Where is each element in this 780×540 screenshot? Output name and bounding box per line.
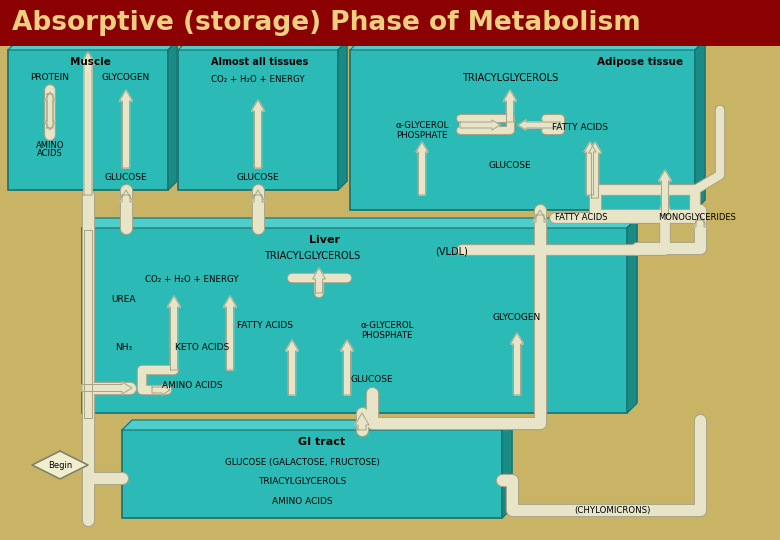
Text: ACIDS: ACIDS: [37, 150, 63, 159]
Text: Absorptive (storage) Phase of Metabolism: Absorptive (storage) Phase of Metabolism: [12, 10, 640, 36]
Polygon shape: [119, 190, 133, 202]
Text: PHOSPHATE: PHOSPHATE: [396, 131, 448, 139]
Polygon shape: [44, 92, 55, 128]
Text: α-GLYCEROL: α-GLYCEROL: [395, 120, 448, 130]
Text: UREA: UREA: [112, 295, 136, 305]
Polygon shape: [460, 120, 500, 130]
Bar: [178, 50, 338, 190]
Text: PROTEIN: PROTEIN: [30, 73, 69, 83]
Polygon shape: [178, 41, 347, 50]
Polygon shape: [584, 142, 596, 195]
Text: NH₃: NH₃: [115, 343, 133, 353]
Bar: [0, 0, 780, 46]
Text: GI tract: GI tract: [299, 437, 346, 447]
Polygon shape: [695, 40, 705, 210]
Text: GLUCOSE (GALACTOSE, FRUCTOSE): GLUCOSE (GALACTOSE, FRUCTOSE): [225, 457, 379, 467]
Text: Muscle: Muscle: [69, 57, 111, 67]
Text: GLYCOGEN: GLYCOGEN: [493, 314, 541, 322]
Polygon shape: [251, 190, 265, 202]
Text: Liver: Liver: [309, 235, 340, 245]
Polygon shape: [168, 41, 177, 190]
Text: FATTY ACIDS: FATTY ACIDS: [555, 213, 608, 222]
Polygon shape: [338, 41, 347, 190]
Polygon shape: [251, 100, 264, 168]
Polygon shape: [341, 340, 353, 395]
Text: KETO ACIDS: KETO ACIDS: [175, 343, 229, 353]
Text: GLUCOSE: GLUCOSE: [489, 161, 531, 171]
Text: MONOGLYCERIDES: MONOGLYCERIDES: [658, 213, 736, 222]
Text: (CHYLOMICRONS): (CHYLOMICRONS): [574, 505, 651, 515]
Text: FATTY ACIDS: FATTY ACIDS: [552, 124, 608, 132]
Bar: [8, 50, 168, 190]
Text: AMINO ACIDS: AMINO ACIDS: [161, 381, 222, 390]
Text: AMINO: AMINO: [36, 140, 64, 150]
Polygon shape: [588, 142, 601, 198]
Polygon shape: [504, 90, 516, 122]
Polygon shape: [32, 451, 88, 479]
Text: AMINO ACIDS: AMINO ACIDS: [271, 497, 332, 507]
Text: TRIACYLGLYCEROLS: TRIACYLGLYCEROLS: [258, 477, 346, 487]
Text: CO₂ + H₂O + ENERGY: CO₂ + H₂O + ENERGY: [211, 76, 305, 84]
Text: (VLDL): (VLDL): [435, 247, 469, 257]
Polygon shape: [502, 420, 512, 518]
Polygon shape: [81, 52, 95, 195]
Polygon shape: [533, 210, 547, 222]
Text: TRIACYLGLYCEROLS: TRIACYLGLYCEROLS: [462, 73, 558, 83]
Text: GLUCOSE: GLUCOSE: [236, 173, 279, 183]
Text: Begin: Begin: [48, 461, 72, 469]
Text: GLUCOSE: GLUCOSE: [105, 173, 147, 183]
Polygon shape: [224, 296, 236, 370]
Polygon shape: [350, 40, 705, 50]
Polygon shape: [84, 230, 92, 418]
Polygon shape: [510, 333, 523, 395]
Polygon shape: [693, 215, 707, 227]
Text: TRIACYLGLYCEROLS: TRIACYLGLYCEROLS: [264, 251, 360, 261]
Polygon shape: [627, 218, 637, 413]
Polygon shape: [518, 120, 560, 130]
Polygon shape: [82, 382, 132, 394]
Bar: [122, 430, 502, 518]
Text: GLYCOGEN: GLYCOGEN: [102, 73, 150, 83]
Text: Adipose tissue: Adipose tissue: [597, 57, 683, 67]
Polygon shape: [168, 296, 180, 370]
Polygon shape: [82, 218, 637, 228]
Polygon shape: [44, 94, 55, 130]
Polygon shape: [122, 420, 512, 430]
Text: α-GLYCEROL: α-GLYCEROL: [360, 321, 413, 330]
Polygon shape: [355, 413, 369, 430]
Polygon shape: [152, 385, 170, 395]
Bar: [350, 50, 695, 210]
Text: CO₂ + H₂O + ENERGY: CO₂ + H₂O + ENERGY: [145, 275, 239, 285]
Text: FATTY ACIDS: FATTY ACIDS: [237, 321, 293, 330]
Polygon shape: [313, 268, 325, 293]
Text: GLUCOSE: GLUCOSE: [351, 375, 393, 384]
Polygon shape: [8, 41, 177, 50]
Bar: [82, 228, 627, 413]
Text: Almost all tissues: Almost all tissues: [211, 57, 309, 67]
Polygon shape: [416, 142, 428, 195]
Polygon shape: [658, 170, 672, 215]
Polygon shape: [285, 340, 299, 395]
Polygon shape: [119, 90, 133, 168]
Text: PHOSPHATE: PHOSPHATE: [361, 332, 413, 341]
